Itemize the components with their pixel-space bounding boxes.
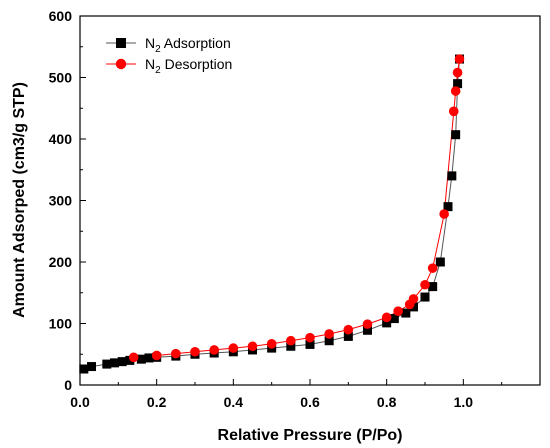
adsorption-point [305, 339, 315, 349]
desorption-point [448, 106, 459, 117]
desorption-point [266, 338, 277, 349]
x-tick-label: 0.0 [70, 394, 90, 410]
desorption-point [171, 348, 181, 359]
adsorption-point [324, 336, 334, 346]
adsorption-point [420, 292, 430, 302]
adsorption-point [382, 318, 392, 328]
x-axis-title: Relative Pressure (P/Po) [218, 427, 403, 444]
desorption-point [228, 343, 239, 353]
legend: N2 Adsorption N2 Desorption [106, 35, 232, 76]
legend-item-adsorption: N2 Adsorption [106, 35, 231, 55]
x-tick-label: 1.0 [454, 394, 474, 410]
x-axis: 0.0 0.2 0.4 0.6 0.8 1.0 [70, 379, 503, 410]
adsorption-point [428, 282, 438, 292]
legend-square-marker-icon [116, 38, 126, 48]
desorption-point [209, 345, 219, 355]
adsorption-point [435, 257, 445, 267]
desorption-point [439, 209, 449, 219]
legend-label-adsorption: N2 Adsorption [145, 35, 231, 55]
desorption-point [427, 263, 438, 273]
desorption-point [128, 352, 139, 363]
adsorption-point [117, 357, 127, 367]
adsorption-point [102, 359, 112, 369]
adsorption-point [136, 354, 146, 364]
x-tick-label: 0.8 [377, 394, 397, 410]
y-tick-label: 400 [49, 131, 73, 147]
y-tick-label: 0 [64, 377, 72, 393]
adsorption-point [87, 362, 96, 372]
adsorption-point [363, 325, 372, 335]
x-tick-label: 0.4 [224, 394, 244, 410]
y-axis: 0 100 200 300 400 500 600 [49, 8, 86, 393]
adsorption-point [451, 130, 461, 140]
desorption-point [190, 346, 200, 357]
x-tick-label: 0.6 [300, 394, 320, 410]
adsorption-point [286, 341, 296, 351]
adsorption-point [453, 79, 463, 89]
adsorption-point [443, 202, 453, 212]
desorption-point [450, 86, 461, 96]
series-line-1 [133, 59, 460, 358]
series-lines [83, 59, 460, 370]
desorption-point [286, 335, 296, 346]
desorption-point [362, 319, 373, 329]
adsorption-point [79, 364, 89, 374]
y-tick-label: 500 [49, 70, 73, 86]
y-tick-label: 100 [49, 316, 73, 332]
legend-label-desorption: N2 Desorption [145, 56, 232, 76]
adsorption-point [125, 355, 135, 365]
legend-circle-marker-icon [115, 58, 127, 70]
desorption-point [343, 324, 354, 335]
adsorption-point [389, 314, 399, 324]
series-markers [79, 54, 465, 374]
adsorption-point [343, 331, 353, 341]
desorption-point [454, 54, 465, 64]
legend-item-desorption: N2 Desorption [106, 56, 232, 76]
desorption-point [305, 332, 315, 343]
y-tick-label: 200 [49, 254, 73, 270]
adsorption-point [401, 308, 411, 318]
desorption-point [247, 341, 258, 352]
desorption-point [420, 279, 430, 290]
desorption-point [381, 312, 392, 323]
desorption-point [452, 67, 463, 78]
y-axis-title: Amount Adsorped (cm3/g STP) [11, 82, 28, 318]
y-tick-label: 300 [49, 193, 73, 209]
y-tick-label: 600 [49, 8, 73, 24]
adsorption-point [110, 358, 119, 368]
x-tick-label: 0.2 [147, 394, 167, 410]
adsorption-point [447, 171, 457, 181]
desorption-point [151, 350, 162, 361]
desorption-point [324, 329, 334, 339]
adsorption-point [144, 353, 154, 363]
desorption-point [393, 306, 403, 317]
desorption-point [408, 294, 419, 304]
series-line-0 [83, 59, 460, 370]
